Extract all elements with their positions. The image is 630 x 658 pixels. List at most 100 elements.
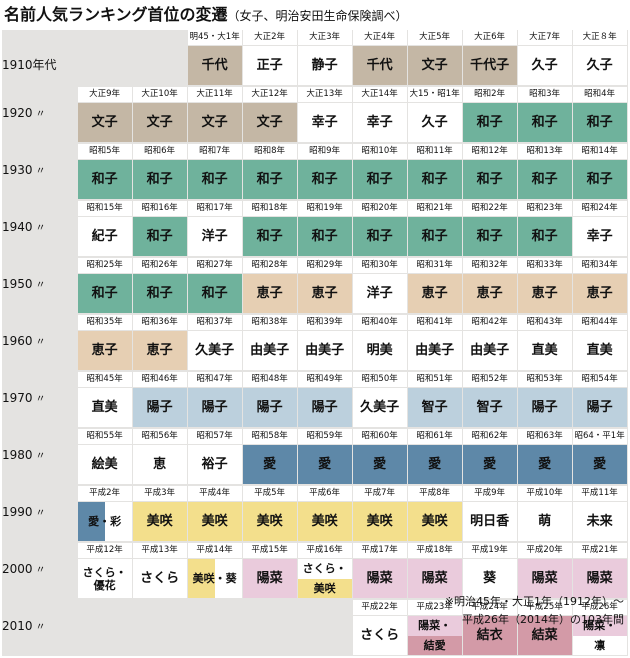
top-name: 文子	[242, 103, 297, 143]
year-cell: 大正13年 幸子	[297, 87, 352, 143]
top-name: 恵	[132, 445, 187, 485]
name-part: 美咲	[297, 578, 352, 599]
year-cell: 昭和34年 恵子	[572, 258, 627, 314]
year-cell: 平成20年 陽菜	[517, 543, 572, 599]
decade-label: 1960 〃	[2, 333, 76, 348]
year-cell: 昭和15年 紀子	[77, 201, 132, 257]
era-year-label: 昭和19年	[297, 201, 352, 216]
decade-text: 1960	[2, 334, 33, 348]
year-cell: 大正８年 久子	[572, 30, 627, 86]
top-name: 陽子	[132, 388, 187, 428]
era-year-label: 大正9年	[77, 87, 132, 102]
year-cell: 昭和55年 絵美	[77, 429, 132, 485]
year-cell: 昭和59年愛	[297, 429, 352, 485]
top-name: 萌	[517, 502, 572, 542]
year-cell: 平成18年 陽菜	[407, 543, 462, 599]
title-main: 名前人気ランキング首位の変遷	[4, 5, 228, 24]
top-name: 由美子	[462, 331, 517, 371]
era-year-label: 昭和2年	[462, 87, 517, 102]
top-name: 久美子	[187, 331, 242, 371]
era-year-label: 昭和58年	[242, 429, 297, 444]
top-name: 明美	[352, 331, 407, 371]
era-year-label: 大正2年	[242, 30, 297, 45]
year-cell: 昭和26年 和子	[132, 258, 187, 314]
era-year-label: 大15・昭1年	[407, 87, 462, 102]
top-name: 恵子	[242, 274, 297, 314]
top-name: さくら・ 優花	[77, 559, 132, 599]
era-year-label: 平成14年	[187, 543, 242, 558]
top-name: 和子	[572, 160, 627, 200]
year-cell: 昭和30年 洋子	[352, 258, 407, 314]
era-year-label: 昭和33年	[517, 258, 572, 273]
top-name: 和子	[352, 160, 407, 200]
era-year-label: 昭和10年	[352, 144, 407, 159]
top-name: さくら・ 美咲	[297, 559, 352, 599]
era-year-label: 昭和9年	[297, 144, 352, 159]
top-name: 和子	[297, 217, 352, 257]
decade-text: 1950	[2, 277, 33, 291]
top-name: 陽子	[517, 388, 572, 428]
name-part: ・彩	[99, 515, 122, 529]
top-name: 結菜	[517, 616, 572, 656]
era-year-label: 昭和55年	[77, 429, 132, 444]
era-year-label: 平成21年	[572, 543, 627, 558]
top-name: 文子	[187, 103, 242, 143]
top-name: 未来	[572, 502, 627, 542]
top-name: 和子	[242, 217, 297, 257]
year-cell: 昭和60年愛	[352, 429, 407, 485]
era-year-label: 昭和30年	[352, 258, 407, 273]
era-year-label: 平成10年	[517, 486, 572, 501]
year-cell: 平成8年 美咲	[407, 486, 462, 542]
top-name: 和子	[187, 274, 242, 314]
year-cell: 昭和46年 陽子	[132, 372, 187, 428]
ditto-mark: 〃	[35, 394, 46, 405]
year-cell: 昭和20年 和子	[352, 201, 407, 257]
year-cell: 昭和13年 和子	[517, 144, 572, 200]
name-part: 陽菜・	[572, 616, 627, 636]
era-year-label: 昭和37年	[187, 315, 242, 330]
top-name: 愛	[572, 445, 627, 485]
year-cell: 平成15年 陽菜	[242, 543, 297, 599]
era-year-label: 平成12年	[77, 543, 132, 558]
year-cell: 昭和8年 和子	[242, 144, 297, 200]
top-name: 和子	[517, 217, 572, 257]
era-year-label: 昭和18年	[242, 201, 297, 216]
ditto-mark: 〃	[35, 223, 46, 234]
era-year-label: 昭和23年	[517, 201, 572, 216]
top-name: 文子	[132, 103, 187, 143]
year-cell: 平成19年葵	[462, 543, 517, 599]
top-name: さくら	[132, 559, 187, 599]
year-cell: 平成26年 陽菜・凛	[572, 600, 627, 656]
top-name: 和子	[187, 160, 242, 200]
year-cell: 平成10年萌	[517, 486, 572, 542]
decade-text: 2000	[2, 562, 33, 576]
era-year-label: 昭和25年	[77, 258, 132, 273]
top-name: 恵子	[297, 274, 352, 314]
year-cell: 昭和38年 由美子	[242, 315, 297, 371]
year-cell: 昭和44年 直美	[572, 315, 627, 371]
era-year-label: 昭和15年	[77, 201, 132, 216]
year-cell: 大正12年 文子	[242, 87, 297, 143]
year-cell: 平成14年 美咲 ・葵	[187, 543, 242, 599]
year-cell: 平成23年 陽菜・ 結愛	[407, 600, 462, 656]
top-name: 美咲	[297, 502, 352, 542]
era-year-label: 大正7年	[517, 30, 572, 45]
era-year-label: 平成6年	[297, 486, 352, 501]
decade-text: 1910年代	[2, 58, 57, 72]
era-year-label: 昭和11年	[407, 144, 462, 159]
year-cell: 昭和52年 智子	[462, 372, 517, 428]
era-year-label: 昭和26年	[132, 258, 187, 273]
top-name: 幸子	[297, 103, 352, 143]
era-year-label: 昭和62年	[462, 429, 517, 444]
ditto-mark: 〃	[35, 109, 46, 120]
name-part: 凛	[572, 635, 627, 656]
year-cell: 昭和45年 直美	[77, 372, 132, 428]
top-name: 陽菜・ 結愛	[407, 616, 462, 656]
era-year-label: 平成3年	[132, 486, 187, 501]
era-year-label: 昭和39年	[297, 315, 352, 330]
year-cell: 大正10年 文子	[132, 87, 187, 143]
year-cell: 昭和61年愛	[407, 429, 462, 485]
era-year-label: 平成9年	[462, 486, 517, 501]
era-year-label: 平成15年	[242, 543, 297, 558]
